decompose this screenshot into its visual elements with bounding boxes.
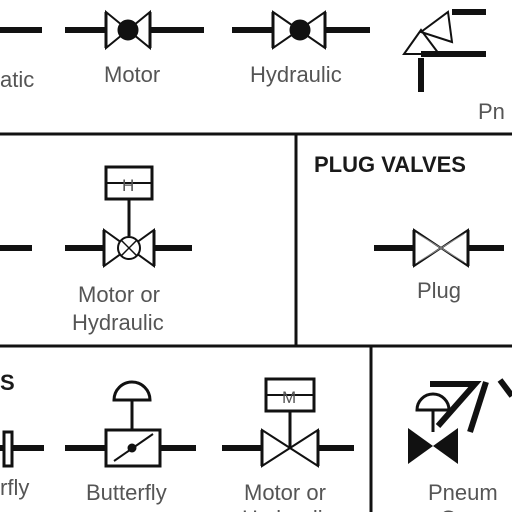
motor-actuated-valve-symbol bbox=[222, 377, 354, 468]
hydraulic-valve-symbol bbox=[232, 10, 370, 50]
pneumatic-label-cut: Pneum bbox=[428, 480, 498, 505]
hydraulic-label: Hydraulic bbox=[250, 62, 342, 87]
angle-valve-symbol bbox=[402, 9, 486, 92]
plug-label: Plug bbox=[417, 278, 461, 303]
pneumatic-label-cut: atic bbox=[0, 67, 34, 92]
row-3: S rfly Butterfly bbox=[0, 346, 512, 512]
butterfly-label-cut: rfly bbox=[0, 475, 29, 500]
pneumatic-label-cut-right: Pn bbox=[478, 99, 505, 124]
row-1: atic Motor Hydraulic bbox=[0, 9, 505, 124]
pneumatic-label-line2-cut: O bbox=[440, 506, 457, 512]
motor-valve-symbol bbox=[65, 9, 204, 51]
motor-or-hydraulic-label-2-cut: Hydraulic bbox=[242, 506, 334, 512]
motor-or-hydraulic-label-1: Motor or bbox=[244, 480, 326, 505]
diaphragm-actuator bbox=[112, 380, 152, 402]
actuator-letter-h: H bbox=[122, 176, 134, 195]
actuator-letter-m: M bbox=[282, 388, 296, 407]
plug-valve-symbol bbox=[374, 228, 504, 268]
motor-or-hydraulic-label-1: Motor or bbox=[78, 282, 160, 307]
motor-or-hydraulic-label-2: Hydraulic bbox=[72, 310, 164, 335]
butterfly-valve-symbol bbox=[65, 380, 196, 468]
section-title-cut: S bbox=[0, 370, 15, 395]
hydraulic-ball-valve-symbol bbox=[65, 165, 192, 268]
pneumatic-angle-valve-symbol bbox=[408, 378, 512, 464]
butterfly-valve-cut-symbol bbox=[0, 430, 44, 468]
butterfly-label: Butterfly bbox=[86, 480, 167, 505]
motor-label: Motor bbox=[104, 62, 160, 87]
diaphragm-actuator bbox=[415, 392, 451, 412]
row-2: H Motor or Hydraulic PLUG VALVES Plug bbox=[0, 134, 504, 346]
plug-valves-title: PLUG VALVES bbox=[314, 152, 466, 177]
